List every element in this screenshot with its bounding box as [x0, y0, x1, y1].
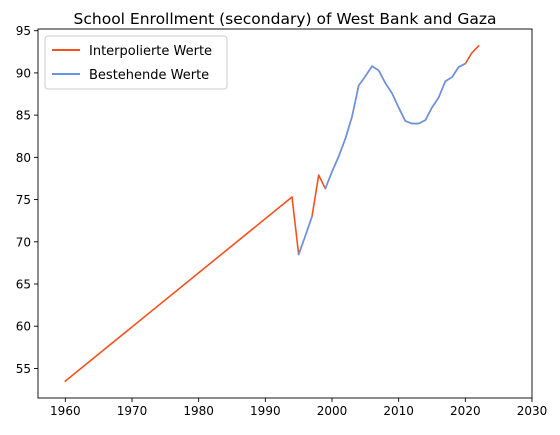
x-axis: 1960 1970 1980 1990 2000 2010 2020 2030 — [50, 398, 547, 418]
x-tick-label-1980: 1980 — [183, 404, 214, 418]
x-tick-label-1970: 1970 — [117, 404, 148, 418]
x-tick-label-2000: 2000 — [317, 404, 348, 418]
x-tick-label-2020: 2020 — [450, 404, 481, 418]
series-line-interpolated — [64, 44, 480, 383]
y-tick-label-55: 55 — [16, 362, 31, 376]
y-tick-label-90: 90 — [16, 66, 31, 80]
series-line-existing-2 — [324, 62, 467, 190]
y-tick-label-70: 70 — [16, 235, 31, 249]
x-tick-label-1990: 1990 — [250, 404, 281, 418]
y-tick-label-65: 65 — [16, 278, 31, 292]
legend-label-existing: Bestehende Werte — [89, 68, 209, 83]
y-tick-label-60: 60 — [16, 320, 31, 334]
x-tick-label-2010: 2010 — [383, 404, 414, 418]
y-tick-label-80: 80 — [16, 151, 31, 165]
legend-label-interpolated: Interpolierte Werte — [89, 44, 212, 59]
legend-box — [44, 35, 228, 90]
legend: Interpolierte Werte Bestehende Werte — [44, 35, 228, 90]
y-tick-label-85: 85 — [16, 109, 31, 123]
plot-frame — [37, 28, 533, 399]
series-line-existing-1 — [297, 215, 314, 256]
chart-title: School Enrollment (secondary) of West Ba… — [74, 10, 497, 28]
y-tick-label-75: 75 — [16, 193, 31, 207]
x-tick-label-1960: 1960 — [50, 404, 81, 418]
x-tick-label-2030: 2030 — [517, 404, 548, 418]
y-tick-label-95: 95 — [16, 24, 31, 38]
y-axis: 55 60 65 70 75 80 85 90 95 — [16, 24, 38, 376]
plot-series — [64, 44, 480, 383]
